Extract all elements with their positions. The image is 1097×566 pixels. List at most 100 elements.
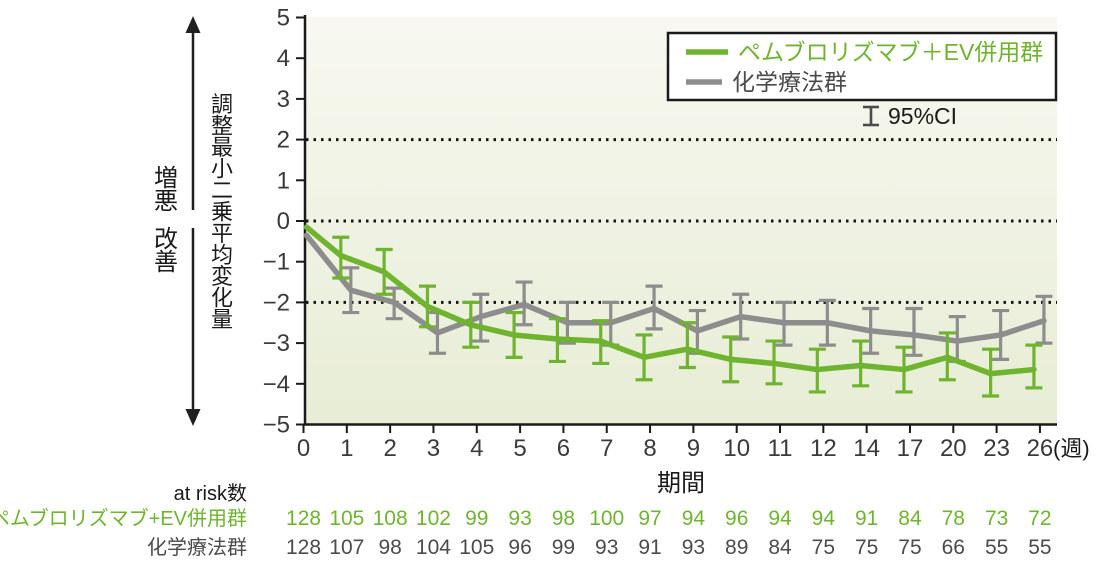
direction-arrow [185, 16, 201, 426]
x-tick-label: 4 [470, 435, 483, 462]
at-risk-count: 75 [812, 536, 835, 559]
legend-label-pembro-ev: ペムブロリズマブ＋EV併用群 [738, 39, 1043, 65]
at-risk-count: 96 [725, 507, 748, 530]
at-risk-count: 84 [768, 536, 792, 559]
at-risk-count: 93 [682, 536, 705, 559]
ci-label: 95%CI [888, 103, 957, 129]
arrow-down-head [185, 409, 201, 426]
at-risk-count: 99 [465, 507, 488, 530]
at-risk-count: 55 [1028, 536, 1051, 559]
at-risk-count: 104 [416, 536, 451, 559]
y-tick-label: 5 [277, 5, 290, 32]
y-axis-title-char: 調 [211, 92, 233, 117]
at-risk-count: 66 [942, 536, 965, 559]
at-risk-row-label-pembro-ev: ペムブロリズマブ+EV併用群 [0, 506, 247, 530]
at-risk-header: at risk数 [174, 482, 247, 505]
legend: ペムブロリズマブ＋EV併用群 化学療法群 [666, 31, 1058, 102]
at-risk-count: 100 [589, 507, 624, 530]
at-risk-count: 105 [459, 536, 494, 559]
at-risk-count: 98 [552, 507, 575, 530]
direction-label-worsening: 増悪 [154, 165, 178, 215]
x-tick-label: 9 [687, 435, 700, 462]
y-tick-label: 3 [277, 86, 290, 113]
at-risk-count: 89 [725, 536, 748, 559]
y-axis-title-char: 変 [211, 264, 233, 289]
y-axis-title-char: 最 [211, 135, 233, 160]
x-axis-ticks: 0 1 2 3 4 5 6 7 8 9 10 11 12 14 17 20 23 26 [297, 424, 1054, 462]
direction-label-improvement: 改善 [154, 226, 178, 276]
worsening-char: 増 [154, 165, 178, 192]
improvement-char: 善 [154, 249, 178, 276]
at-risk-count: 91 [855, 507, 878, 530]
y-tick-label: −1 [263, 249, 290, 276]
x-tick-label: 17 [897, 435, 924, 462]
worsening-char: 悪 [154, 188, 178, 215]
at-risk-count: 91 [638, 536, 661, 559]
y-axis-title-char: 整 [211, 114, 233, 139]
y-axis-title-char: 量 [211, 307, 233, 332]
x-tick-label: 8 [643, 435, 656, 462]
y-axis-title-char: 化 [211, 286, 233, 311]
reference-lines [306, 138, 1057, 304]
at-risk-count: 93 [508, 507, 531, 530]
y-axis-ticks: 5 4 3 2 1 0 −1 −2 −3 −4 −5 [263, 5, 305, 439]
x-tick-label: 1 [340, 435, 353, 462]
legend-box [666, 31, 1058, 102]
at-risk-count: 94 [682, 507, 706, 530]
x-axis-title: 期間 [657, 470, 705, 497]
at-risk-count: 72 [1028, 507, 1051, 530]
at-risk-count: 94 [812, 507, 836, 530]
at-risk-count: 99 [552, 536, 575, 559]
ci-legend: 95%CI [863, 103, 957, 129]
x-tick-label: 12 [810, 435, 837, 462]
at-risk-count: 102 [416, 507, 451, 530]
x-tick-label: 5 [513, 435, 526, 462]
x-axis-unit-label: (週) [1053, 436, 1090, 461]
y-axis-title-char: 均 [211, 243, 233, 268]
at-risk-count: 84 [898, 507, 922, 530]
at-risk-count: 75 [855, 536, 878, 559]
y-axis-title-char: 乗 [211, 200, 233, 225]
at-risk-count: 94 [768, 507, 792, 530]
x-tick-label: 10 [723, 435, 750, 462]
at-risk-count: 105 [329, 507, 364, 530]
at-risk-count: 55 [985, 536, 1008, 559]
at-risk-count: 98 [378, 536, 401, 559]
at-risk-count: 107 [329, 536, 364, 559]
y-axis-title-char: 二 [211, 178, 233, 203]
legend-label-chemo: 化学療法群 [732, 69, 847, 95]
x-tick-label: 6 [557, 435, 570, 462]
arrow-up-head [185, 16, 201, 33]
y-tick-label: −4 [263, 371, 290, 398]
at-risk-counts: 128 105 108 102 99 93 98 100 97 94 96 94 94 91 84 78 73 7… [286, 507, 1052, 559]
at-risk-count: 78 [942, 507, 965, 530]
x-tick-label: 11 [768, 435, 793, 462]
at-risk-count: 128 [286, 507, 321, 530]
at-risk-table: at risk数 ペムブロリズマブ+EV併用群 化学療法群 128 105 108 1… [0, 482, 1052, 559]
y-tick-label: −2 [263, 289, 290, 316]
x-tick-label: 0 [297, 435, 310, 462]
x-tick-label: 2 [383, 435, 396, 462]
y-tick-label: 0 [277, 208, 290, 235]
data-series [303, 224, 1053, 398]
at-risk-count: 75 [898, 536, 921, 559]
x-tick-label: 23 [983, 435, 1010, 462]
x-tick-label: 20 [940, 435, 967, 462]
y-tick-label: −3 [263, 330, 290, 357]
at-risk-count: 108 [373, 507, 408, 530]
y-tick-label: −5 [263, 412, 290, 439]
improvement-char: 改 [154, 226, 178, 253]
x-tick-label: 3 [427, 435, 440, 462]
at-risk-count: 96 [508, 536, 531, 559]
x-tick-label: 26 [1027, 435, 1054, 462]
at-risk-count: 93 [595, 536, 618, 559]
at-risk-count: 97 [638, 507, 661, 530]
at-risk-row-label-chemo: 化学療法群 [147, 536, 247, 559]
x-tick-label: 14 [853, 435, 880, 462]
y-tick-label: 1 [277, 167, 290, 194]
y-axis-title-char: 平 [211, 221, 233, 246]
at-risk-count: 128 [286, 536, 321, 559]
